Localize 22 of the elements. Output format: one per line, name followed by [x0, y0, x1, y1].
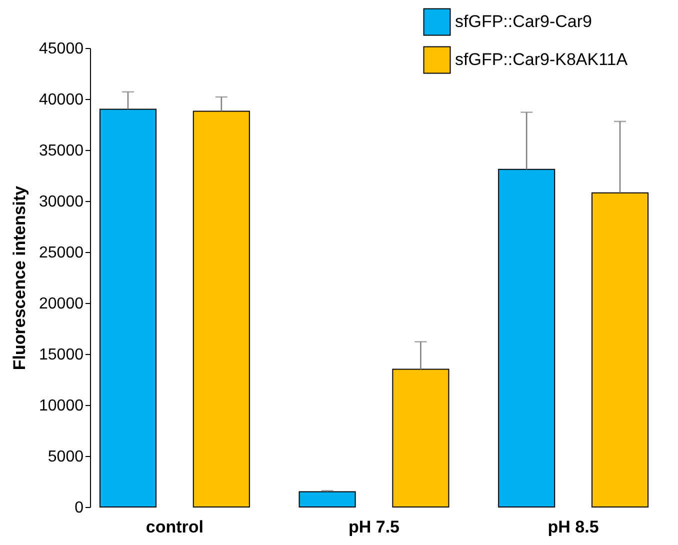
- bar: [392, 368, 450, 508]
- y-axis-title: Fluorescence intensity: [10, 185, 30, 370]
- bar: [298, 491, 356, 508]
- y-tick-label: 30000: [39, 194, 84, 210]
- bar: [498, 168, 556, 508]
- x-tick-label: pH 7.5: [348, 518, 400, 536]
- x-tick-label: pH 8.5: [548, 518, 599, 536]
- y-tick-label: 15000: [39, 346, 84, 364]
- bar: [192, 110, 250, 508]
- y-tick-label: 40000: [39, 92, 84, 108]
- y-tick-label: 35000: [39, 142, 84, 160]
- legend-label: sfGFP::Car9-Car9: [455, 12, 592, 31]
- y-tick-label: 0: [74, 500, 84, 516]
- bar: [591, 192, 649, 508]
- bar: [99, 108, 157, 508]
- y-tick-label: 10000: [39, 398, 84, 414]
- y-tick-label: 20000: [39, 296, 84, 312]
- x-tick-label: control: [146, 518, 204, 536]
- y-tick-label: 45000: [39, 40, 84, 58]
- y-tick-label: 25000: [39, 244, 84, 262]
- y-tick-label: 5000: [48, 448, 84, 466]
- legend-label: sfGFP::Car9-K8AK11A: [455, 50, 628, 69]
